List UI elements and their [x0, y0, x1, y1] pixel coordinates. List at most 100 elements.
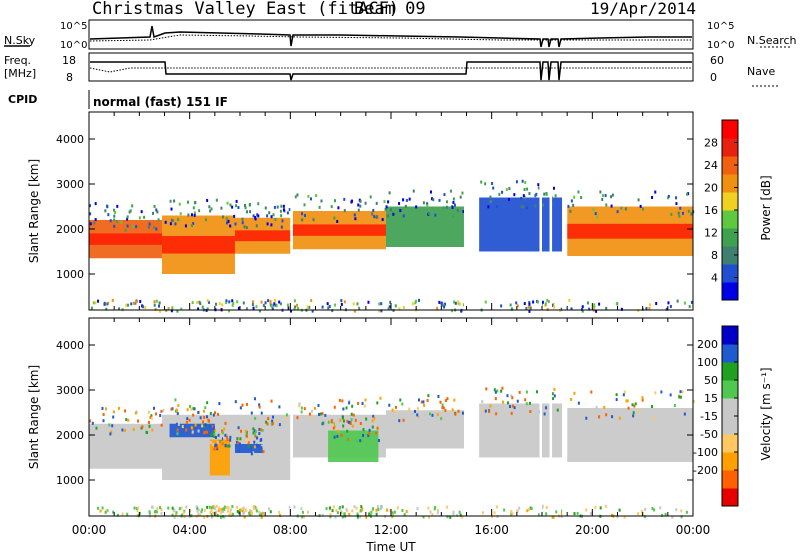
power-ground-speckle — [141, 305, 144, 309]
power-ground-speckle — [139, 299, 142, 303]
power-speckle — [359, 199, 362, 203]
velocity-ground-speckle — [551, 515, 554, 519]
velocity-ground-speckle — [229, 513, 232, 517]
velocity-speckle — [319, 412, 322, 416]
power-speckle — [601, 197, 604, 201]
velocity-speckle — [254, 416, 257, 420]
velocity-speckle — [134, 411, 137, 415]
power-speckle — [153, 226, 156, 230]
power-speckle — [654, 190, 657, 194]
velocity-speckle — [112, 415, 115, 419]
velocity-ground-speckle — [248, 511, 251, 515]
velocity-ground-speckle — [429, 510, 432, 514]
power-speckle — [480, 180, 483, 184]
power-ground-speckle — [528, 302, 531, 306]
power-ground-speckle — [649, 303, 652, 307]
velocity-speckle — [253, 397, 256, 401]
power-ground-speckle — [252, 306, 255, 310]
velocity-speckle — [212, 413, 215, 417]
velocity-speckle — [552, 397, 555, 401]
power-ground-speckle — [130, 302, 133, 306]
velocity-ground-speckle — [594, 505, 597, 509]
velocity-speckle — [341, 399, 344, 403]
velocity-ground-speckle — [573, 512, 576, 516]
power-ground-speckle — [279, 302, 282, 306]
velocity-ground-speckle — [301, 515, 304, 519]
velocity-speckle — [181, 425, 184, 429]
velocity-speckle — [401, 402, 404, 406]
velocity-ground-speckle — [210, 509, 213, 513]
power-ground-speckle — [135, 300, 138, 304]
velocity-ground-speckle — [183, 515, 186, 519]
power-speckle — [456, 208, 459, 212]
velocity-ground-speckle — [338, 506, 341, 510]
power-speckle — [257, 214, 260, 218]
velocity-ground-speckle — [545, 512, 548, 516]
power-speckle — [543, 192, 546, 196]
power-speckle — [387, 214, 390, 218]
velocity-ground-speckle — [389, 509, 392, 513]
power-speckle — [135, 225, 138, 229]
power-speckle — [244, 206, 247, 210]
velocity-speckle — [204, 406, 207, 410]
noise-right-tick-top: 10^5 — [707, 21, 734, 32]
velocity-ground-speckle — [433, 507, 436, 511]
freq-left-tick-bottom: 8 — [66, 71, 73, 84]
power-speckle — [526, 187, 529, 191]
velocity-ground-speckle — [254, 505, 257, 509]
power-speckle — [426, 202, 429, 206]
power-ground-speckle — [290, 309, 293, 313]
velocity-speckle — [127, 418, 130, 422]
velocity-speckle — [212, 443, 215, 447]
power-colorbar-segment — [722, 282, 738, 301]
velocity-speckle — [570, 397, 573, 401]
power-ground-speckle — [593, 305, 596, 309]
velocity-speckle — [551, 392, 554, 396]
velocity-ground-speckle — [226, 509, 229, 513]
velocity-speckle — [190, 426, 193, 430]
velocity-ground-speckle — [675, 508, 678, 512]
velocity-ground-speckle — [616, 515, 619, 519]
power-ground-speckle — [269, 299, 272, 303]
velocity-ground-speckle — [368, 512, 371, 516]
velocity-speckle — [266, 422, 269, 426]
power-speckle — [520, 196, 523, 200]
velocity-ground-speckle — [339, 510, 342, 514]
velocity-ground-speckle — [355, 506, 358, 510]
power-speckle — [528, 192, 531, 196]
velocity-speckle — [223, 427, 226, 431]
power-ground-speckle — [378, 309, 381, 313]
velocity-speckle — [324, 413, 327, 417]
power-ground-speckle — [272, 303, 275, 307]
velocity-speckle — [192, 407, 195, 411]
power-speckle — [651, 195, 654, 199]
velocity-speckle — [535, 390, 538, 394]
velocity-speckle — [516, 399, 519, 403]
power-ground-speckle — [207, 300, 210, 304]
power-ground-speckle — [260, 300, 263, 304]
power-speckle — [681, 211, 684, 215]
velocity-speckle — [237, 426, 240, 430]
velocity-speckle — [346, 429, 349, 433]
velocity-data-gap — [290, 318, 293, 516]
power-colorbar-tick-label: 12 — [704, 227, 718, 240]
velocity-ground-speckle — [427, 506, 430, 510]
x-tick-label: 00:00 — [676, 523, 711, 537]
velocity-speckle — [436, 413, 439, 417]
power-ground-speckle — [153, 300, 156, 304]
velocity-ground-speckle — [343, 512, 346, 516]
power-data-gap — [539, 112, 542, 310]
velocity-speckle — [347, 420, 350, 424]
power-speckle — [155, 208, 158, 212]
power-ground-speckle — [595, 309, 598, 313]
velocity-speckle — [669, 393, 672, 397]
velocity-ground-speckle — [482, 511, 485, 515]
velocity-ground-speckle — [446, 505, 449, 509]
power-ground-speckle — [454, 301, 457, 305]
power-speckle — [364, 201, 367, 205]
velocity-ground-speckle — [530, 507, 533, 511]
velocity-speckle — [265, 420, 268, 424]
velocity-ground-speckle — [126, 512, 129, 516]
velocity-speckle — [362, 433, 365, 437]
velocity-speckle — [685, 408, 688, 412]
